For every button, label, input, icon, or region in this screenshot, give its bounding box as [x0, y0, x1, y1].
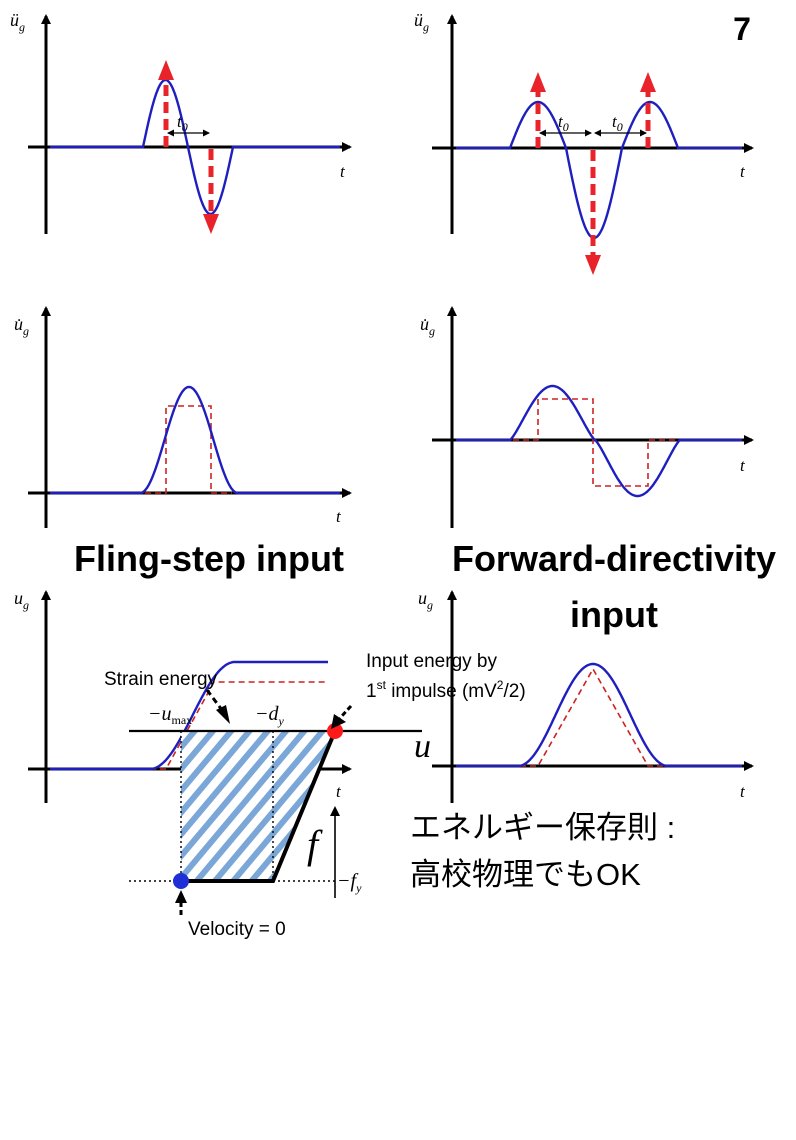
- accel-ylabel-left: üg: [10, 10, 25, 34]
- caption-forward-input: input: [570, 594, 658, 635]
- force-displacement-path: [181, 730, 337, 883]
- f-axis-label: f: [307, 822, 323, 867]
- input-energy-label-2: 1st impulse (mV2/2): [366, 678, 526, 702]
- note-energy-conservation: エネルギー保存則 :: [410, 810, 675, 845]
- vel-plot-forward: [432, 306, 754, 528]
- vel-xlabel-right: t: [740, 456, 746, 475]
- strain-pointer-arrow-icon: [216, 705, 230, 724]
- d-y-label: −dy: [255, 703, 285, 728]
- vel-rect-approx-forward: [513, 398, 676, 487]
- vel-ylabel-right: u̇g: [420, 314, 435, 338]
- input-point-dot: [327, 723, 343, 739]
- velocity-zero-label: Velocity = 0: [188, 919, 286, 940]
- u-max-label: −umax: [148, 703, 192, 727]
- arrow-down-icon: [585, 255, 601, 275]
- zero-velocity-dot: [173, 873, 189, 889]
- disp-ramp-approx: [150, 681, 328, 770]
- arrow-up-icon: [640, 72, 656, 92]
- strain-energy-label: Strain energy: [104, 669, 218, 690]
- t0-label-right-2: t0: [612, 112, 623, 134]
- disp-xlabel-left: t: [336, 782, 342, 801]
- velocity-pointer-arrow-icon: [175, 890, 187, 903]
- caption-fling-step: Fling-step input: [74, 538, 344, 579]
- note-high-school-physics: 高校物理でもOK: [410, 857, 641, 892]
- accel-plot-fling: [28, 14, 352, 234]
- vel-plot-fling: [28, 306, 352, 528]
- accel-ylabel-right: üg: [414, 10, 429, 34]
- input-energy-label-1: Input energy by: [366, 651, 497, 672]
- arrow-up-icon: [530, 72, 546, 92]
- f-y-label: −fy: [337, 870, 362, 895]
- arrow-up-icon: [158, 60, 174, 80]
- disp-xlabel-right: t: [740, 782, 746, 801]
- vel-rect-approx: [145, 405, 232, 494]
- energy-diagram: [129, 689, 422, 915]
- disp-ylabel-right: ug: [418, 588, 433, 612]
- strain-energy-area: [181, 731, 335, 881]
- caption-forward-directivity: Forward-directivity: [452, 538, 776, 579]
- accel-plot-forward: [432, 14, 754, 275]
- t0-label-right-1: t0: [558, 112, 569, 134]
- u-axis-label: u: [414, 728, 431, 765]
- accel-xlabel-right: t: [740, 162, 746, 181]
- accel-xlabel-left: t: [340, 162, 346, 181]
- t0-label-left: t0: [177, 112, 188, 134]
- disp-plot-forward: [432, 590, 754, 803]
- input-pointer-arrow-icon: [331, 714, 346, 729]
- page-number: 7: [733, 11, 751, 47]
- vel-xlabel-left: t: [336, 507, 342, 526]
- vel-ylabel-left: u̇g: [14, 314, 29, 338]
- arrow-down-icon: [203, 214, 219, 234]
- disp-ylabel-left: ug: [14, 588, 29, 612]
- disp-triangle-approx: [520, 667, 668, 767]
